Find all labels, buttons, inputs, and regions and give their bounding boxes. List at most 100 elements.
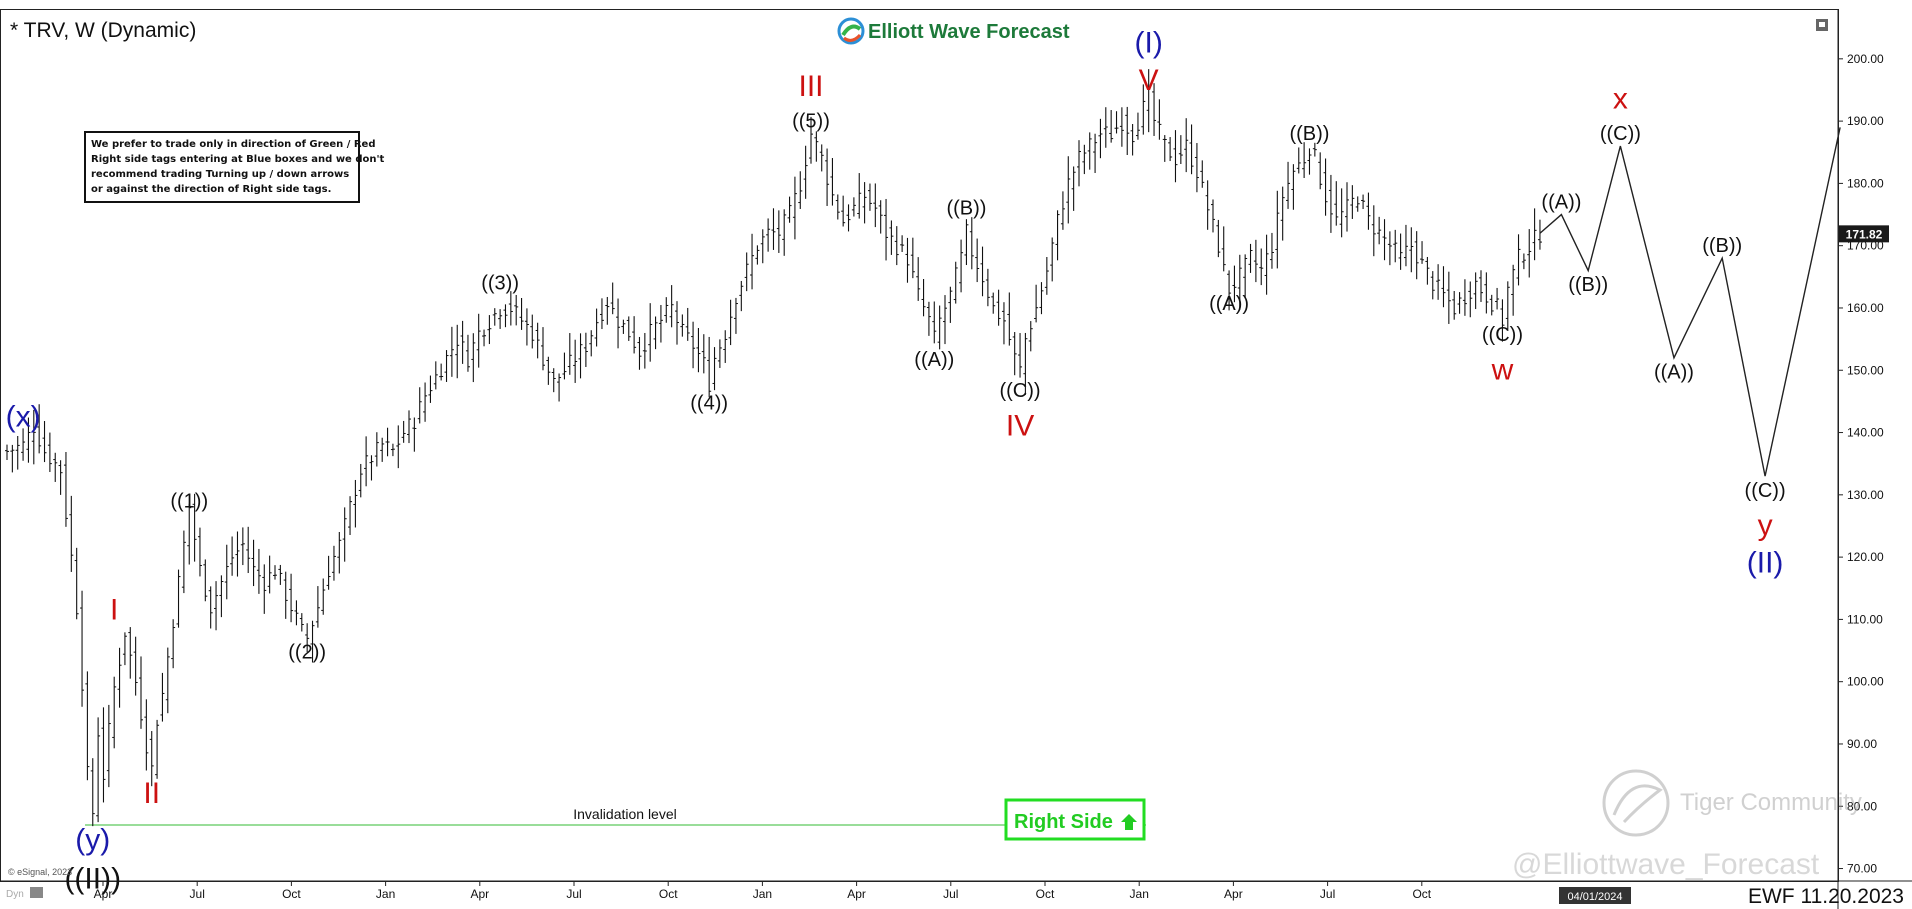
price-bar [294,600,299,626]
price-bar [1237,254,1242,310]
price-bar [1130,124,1135,156]
price-bar [1334,181,1339,226]
price-bar [1093,133,1098,173]
data-provider: © eSignal, 2023 [8,867,72,877]
price-bar [133,636,138,696]
price-bar [723,330,728,363]
price-bar [953,261,958,304]
price-bar [610,282,615,315]
price-bar [449,326,454,377]
last-price-value: 171.82 [1846,227,1883,241]
price-bar [851,197,856,217]
price-bar [910,237,915,279]
price-bar [739,280,744,312]
price-bar [21,428,26,461]
price-bar [835,194,840,220]
price-bar [160,672,165,722]
price-bar [1361,194,1366,210]
price-bar [1479,270,1483,302]
y-tick-label: 190.00 [1847,114,1884,128]
price-bar [165,647,170,714]
price-bar [707,336,712,398]
price-bar [599,298,604,330]
price-bar [96,717,101,823]
price-bar [1012,332,1017,376]
price-bar [782,209,787,256]
price-bar [122,632,127,666]
brand-name: Elliott Wave Forecast [868,21,1070,43]
price-bar [884,198,889,261]
price-bar [63,452,68,527]
price-bar [1050,237,1055,282]
price-bar [487,315,492,345]
price-bar [557,373,562,402]
price-bar [171,619,176,669]
wave-label: ((A)) [914,349,954,371]
price-bar [401,420,406,443]
price-bar [1414,231,1419,280]
price-bar [1500,299,1505,342]
price-bar [535,322,540,359]
price-bar [1216,219,1221,258]
price-bar [321,578,326,615]
wave-label: ((5)) [792,110,830,132]
price-bar [299,613,304,632]
price-bar [803,145,808,199]
price-bar [626,316,631,341]
price-bar [1109,110,1114,143]
price-bar [1243,254,1248,299]
price-bar [814,131,819,162]
price-bar [809,116,813,164]
price-bar [267,555,272,594]
price-bar [1087,132,1092,170]
price-bar [514,294,519,326]
price-bar [428,375,433,403]
price-bar [846,204,851,232]
price-bar [632,316,637,354]
price-bar [1200,160,1205,188]
price-bar [1264,234,1269,295]
wave-label: ((A)) [1209,293,1249,315]
price-bar [1066,156,1071,224]
price-bar [433,361,438,390]
price-bar [792,176,797,240]
price-bar [58,460,63,495]
price-bar [460,320,465,364]
wave-label: ((B)) [1702,235,1742,257]
price-bar [1409,227,1414,273]
wave-label: ((1)) [170,490,208,512]
price-bar [1489,294,1494,316]
price-bar [1328,174,1333,233]
corner-label: Dyn [6,889,24,900]
arrow-up-icon [1121,814,1137,830]
restore-window-icon[interactable] [1816,19,1828,31]
x-tick-label: Jul [566,887,581,901]
price-bar [712,347,717,391]
price-bar [1039,282,1044,315]
price-bar [1521,253,1526,270]
wave-label: III [798,70,823,103]
price-bar [390,443,395,457]
price-bar [621,319,626,334]
y-tick-label: 160.00 [1847,301,1884,315]
price-bar [423,382,428,422]
price-bar [1162,135,1167,162]
wave-label: V [1139,64,1159,97]
wave-label: (x) [6,400,41,433]
price-bar [69,495,74,572]
price-bar [1302,142,1307,178]
price-bar [1473,272,1478,310]
price-bar [1339,188,1344,238]
price-bar [691,321,696,369]
price-bar [1168,137,1173,162]
price-bar [439,363,444,381]
price-bar [396,425,401,469]
price-bar [889,220,894,255]
price-bar [1468,281,1473,318]
price-bar [155,719,160,779]
chart-title: * TRV, W (Dynamic) [10,19,196,42]
settings-icon[interactable] [30,887,43,898]
price-bar [1403,224,1408,267]
price-bar [905,237,910,283]
